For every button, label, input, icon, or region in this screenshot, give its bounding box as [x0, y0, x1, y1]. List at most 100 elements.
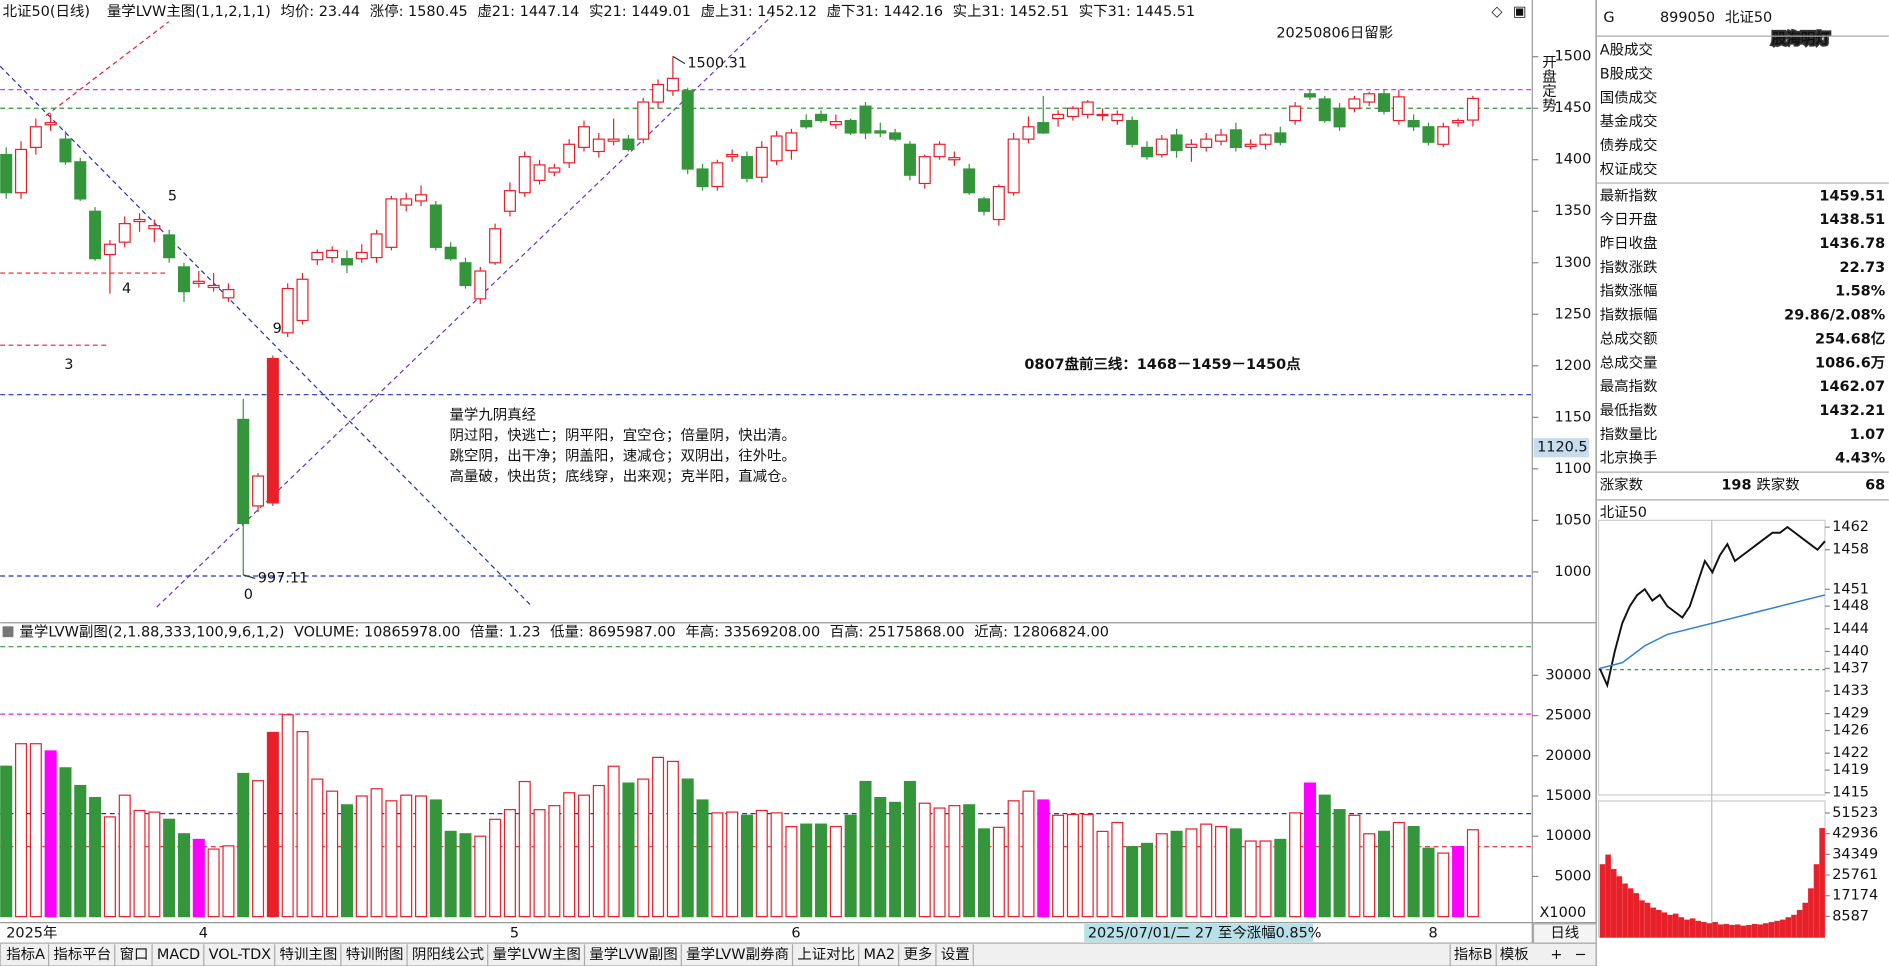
volume-bar [1689, 918, 1696, 938]
x-tick-label: 5 [510, 925, 519, 941]
y-tick-label: 1450 [1555, 100, 1592, 116]
tab[interactable]: 阴阳线公式 [412, 946, 484, 963]
volume-bar [903, 780, 916, 918]
candle-body [681, 90, 694, 170]
candle-body [696, 168, 709, 188]
tab[interactable]: MA2 [864, 947, 896, 963]
volume-bar [1185, 828, 1198, 918]
volume-bar [148, 811, 161, 918]
zoom-out[interactable]: − [1574, 947, 1586, 963]
quote-value: 1438.51 [1819, 212, 1885, 228]
y-tick-label: 25761 [1832, 867, 1878, 883]
trade-row: 基金成交 [1600, 112, 1658, 130]
volume-bar [311, 778, 324, 918]
volume-bar [1796, 909, 1803, 938]
volume-bar [1007, 800, 1020, 918]
volume-bar [89, 796, 102, 918]
tab[interactable]: 指标平台 [53, 946, 111, 963]
watermark: 股海明灯 [1772, 30, 1830, 48]
volume-bar [177, 833, 191, 918]
tab[interactable]: 窗口 [120, 945, 149, 963]
y-tick-label: 1500 [1555, 49, 1592, 65]
volume-bar [548, 805, 561, 918]
volume-bar [1774, 920, 1780, 938]
y-tick-label: 51523 [1832, 805, 1878, 821]
tab[interactable]: MACD [157, 947, 200, 963]
volume-bar [1616, 876, 1623, 938]
date-box-text: 2025/07/01/二 27 至今涨幅0.85% [1088, 924, 1322, 941]
volume-bar [1622, 883, 1628, 938]
y-tick-label: 1462 [1832, 519, 1869, 535]
volume-bar [281, 714, 294, 918]
candle-body [1052, 113, 1065, 120]
candle-body [400, 198, 413, 206]
candle-body [281, 287, 294, 334]
zoom-in[interactable]: + [1550, 947, 1562, 963]
tab[interactable]: 特训附图 [346, 946, 404, 963]
volume-bar [592, 784, 605, 918]
tab[interactable]: 特训主图 [280, 946, 338, 963]
trend-line [0, 65, 533, 608]
quote-value: 1462.07 [1819, 379, 1885, 395]
y-tick-label: 1419 [1832, 762, 1869, 778]
tab[interactable]: 指标B [1454, 946, 1493, 963]
candle-body [340, 258, 353, 266]
candle-body [429, 204, 442, 248]
y-tick-label: 1150 [1555, 409, 1592, 425]
tab[interactable]: 上证对比 [797, 946, 855, 963]
intraday-title: 北证50 [1600, 504, 1647, 521]
volume-bar [1363, 833, 1376, 918]
header-text: 涨停: 1580.45 [370, 3, 468, 20]
candle-body [1185, 143, 1198, 148]
quote-label: 指数振幅 [1600, 307, 1658, 324]
tab[interactable]: VOL-TDX [209, 947, 272, 963]
y-tick-label: 1100 [1555, 461, 1592, 477]
candle-body [1066, 107, 1079, 118]
candle-body [755, 146, 768, 178]
volume-bar [489, 818, 502, 918]
tab[interactable]: 更多 [903, 946, 932, 963]
y-tick-label: 25000 [1545, 708, 1591, 724]
candle-body [726, 153, 739, 158]
toolbar-icon[interactable]: ◇ [1491, 4, 1503, 20]
volume-bar [1052, 814, 1065, 918]
quote-label: 指数涨幅 [1600, 283, 1658, 300]
candle-body [933, 143, 946, 158]
tab[interactable]: 指标A [6, 946, 45, 963]
candle-body [1200, 138, 1213, 148]
candle-body [355, 251, 368, 260]
quote-label: 昨日收盘 [1600, 234, 1658, 252]
volume-bar [1422, 847, 1435, 918]
volume-bar [666, 760, 679, 918]
tab[interactable]: 设置 [941, 946, 970, 963]
volume-bar [1667, 914, 1673, 938]
volume-bar [815, 823, 828, 918]
tab[interactable]: 量学LVW副券商 [686, 946, 789, 963]
candle-body [518, 156, 531, 194]
candle-body [1333, 107, 1346, 128]
y-tick-label: 1444 [1832, 621, 1869, 637]
y-tick-label: 15000 [1545, 788, 1591, 804]
candle-body [311, 251, 324, 261]
volume-bar [622, 782, 635, 918]
quote-label: 最高指数 [1600, 378, 1658, 395]
candle-body [237, 418, 250, 525]
tab[interactable]: 量学LVW副图 [589, 946, 677, 963]
volume-bar [59, 767, 72, 918]
volume-bar [222, 845, 235, 918]
volume-bar [1717, 924, 1724, 938]
toolbar-icon[interactable]: ▣ [1513, 4, 1527, 20]
quote-value: 1436.78 [1819, 236, 1885, 252]
pane-icon [2, 626, 14, 638]
volume-bar [1377, 830, 1391, 918]
candle-body [1392, 96, 1405, 122]
volume-bar [1599, 864, 1606, 938]
quote-label: 北京换手 [1600, 450, 1658, 467]
tab[interactable]: 量学LVW主图 [493, 946, 581, 963]
candle-body [163, 234, 176, 259]
y-tick-label: 30000 [1545, 667, 1591, 683]
volume-bar [1757, 924, 1763, 938]
tab[interactable]: 模板 [1500, 945, 1529, 963]
candle-body [14, 148, 28, 194]
candle-body [637, 101, 650, 140]
